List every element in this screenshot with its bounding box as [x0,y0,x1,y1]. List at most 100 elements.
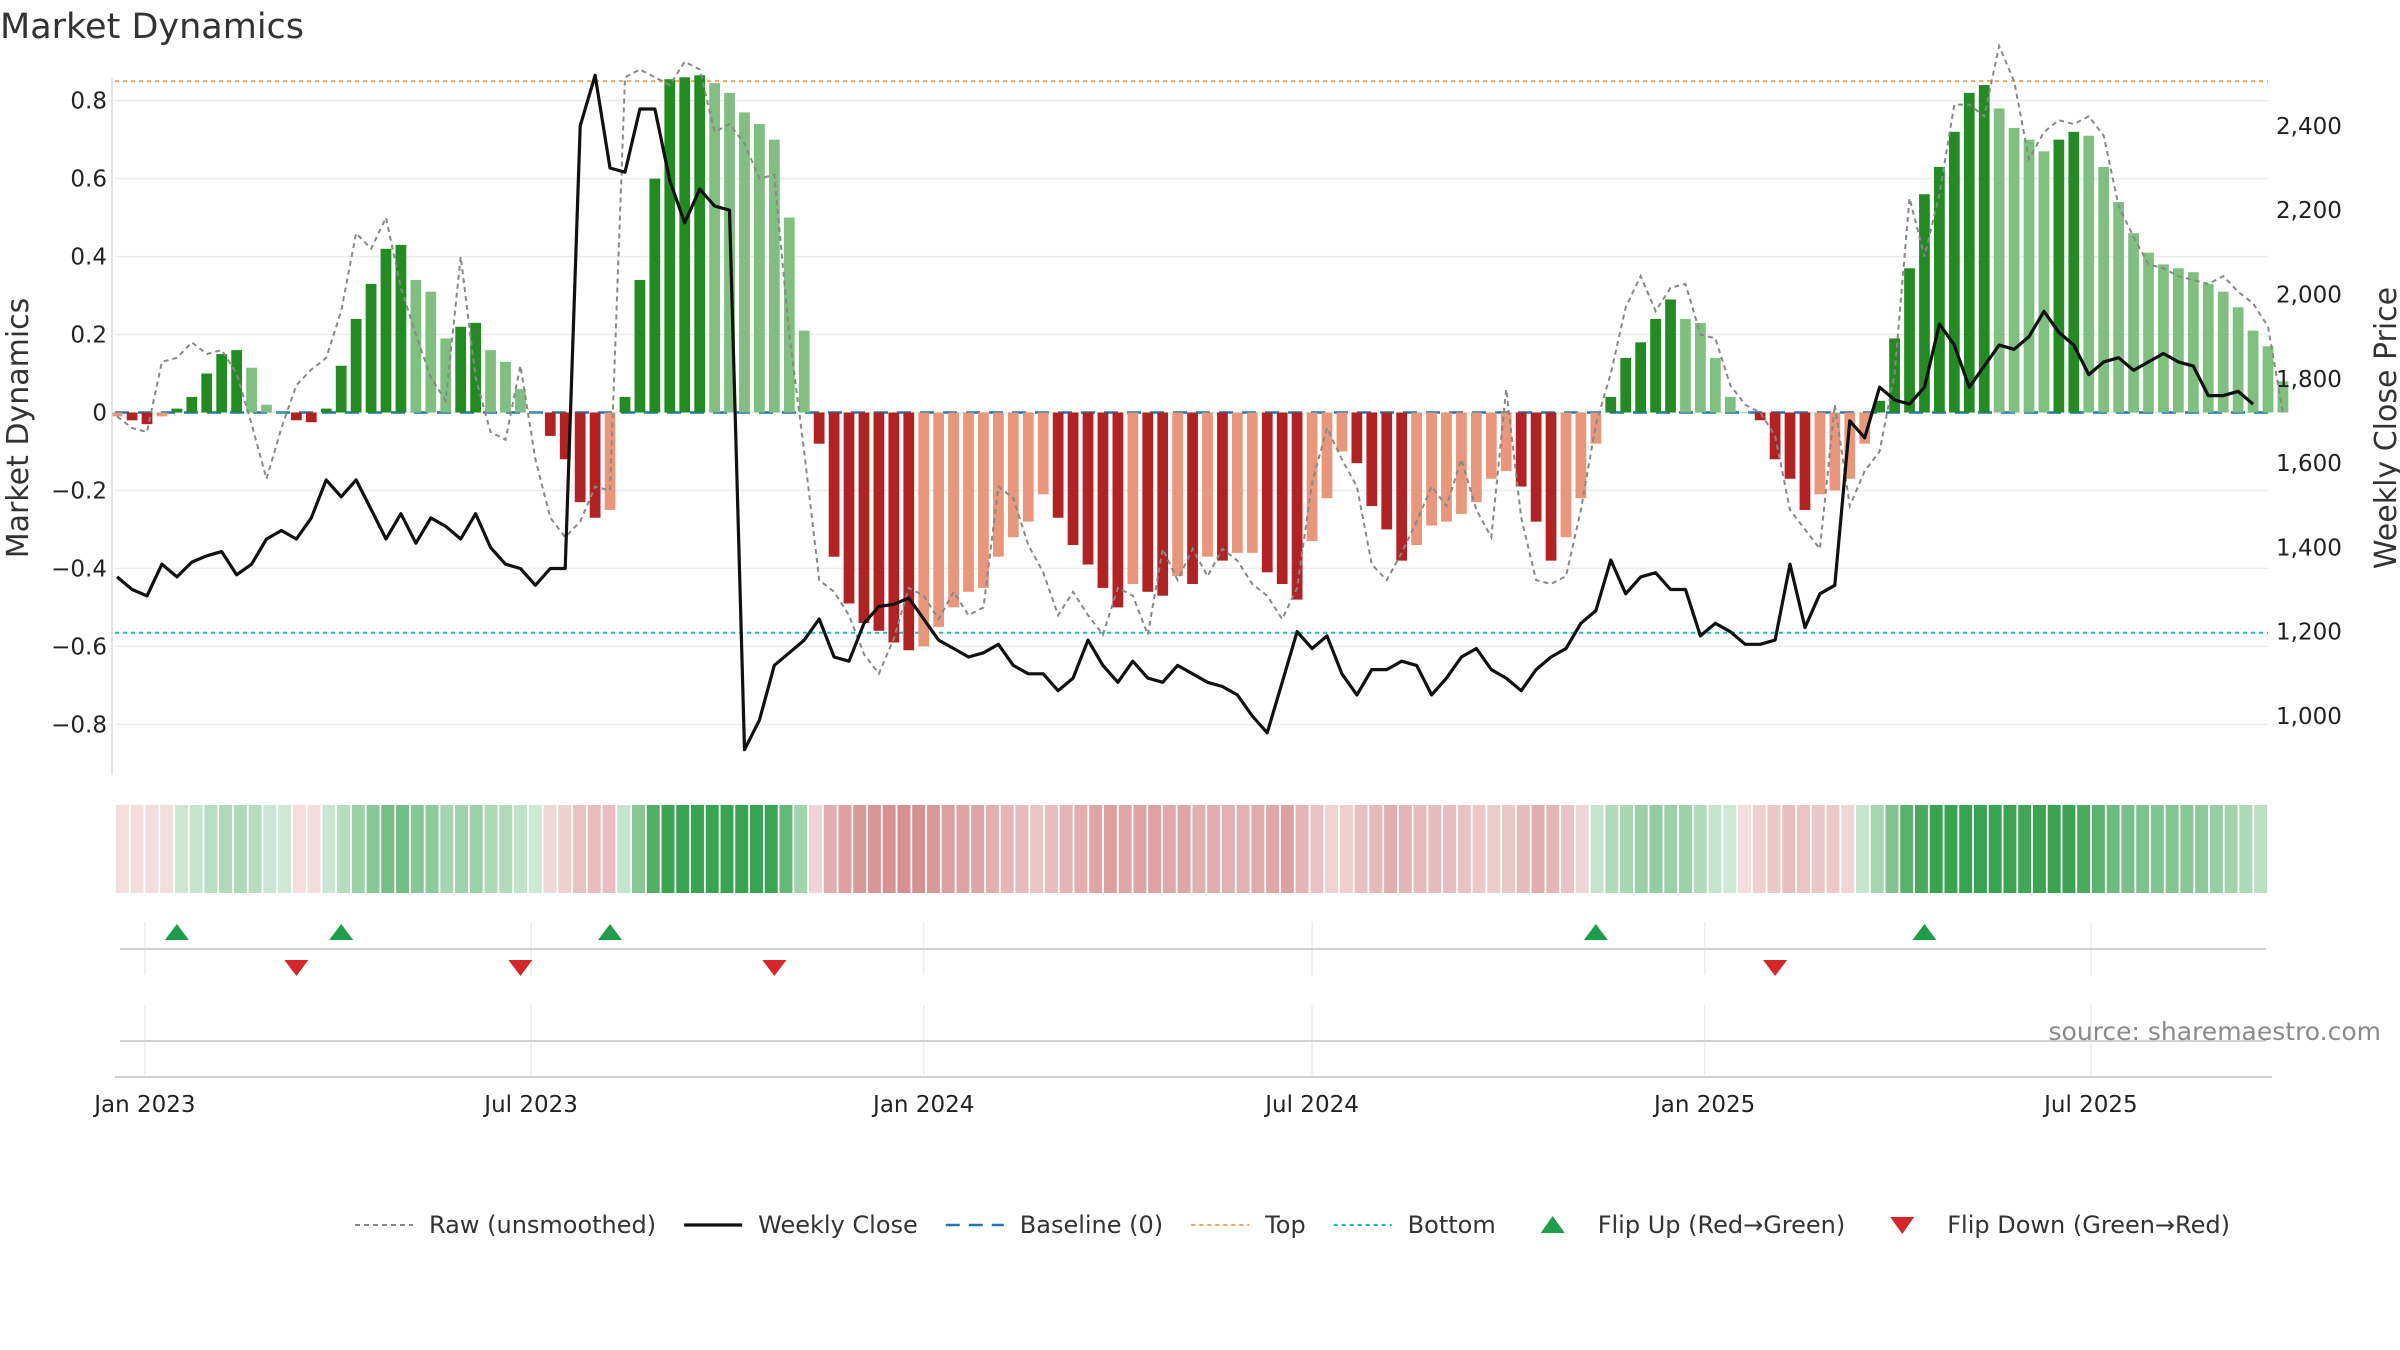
y-left-tick-label: 0.6 [70,167,107,193]
x-tick-label: Jan 2024 [871,1092,974,1118]
bar [903,412,915,651]
y-right-tick-label: 1,800 [2276,367,2342,393]
bar [1112,412,1124,608]
flip-up-marker [598,924,623,940]
bar [978,412,989,588]
y-right-tick-label: 2,000 [2276,282,2342,308]
flip-up-marker [329,924,354,940]
heat-cell [646,805,660,893]
bar [2187,272,2199,413]
heat-cell [1103,805,1117,893]
bar [111,412,123,417]
date-axis: Jan 2023 Jul 2023 Jan 2024 Jul 2024 Jan 2025… [92,1076,2272,1118]
heat-cell [1811,805,1825,893]
bar [2083,135,2095,413]
y-left-tick-label: −0.8 [51,712,107,738]
bar [2068,131,2080,413]
bar [1978,85,1990,413]
bar [1605,396,1617,413]
bar [2277,381,2289,413]
heat-cell [912,805,926,893]
bar [1381,412,1393,530]
bar-series [111,75,2289,651]
heat-cell [1870,805,1884,893]
heat-cell [366,805,380,893]
bar [1246,412,1258,553]
x-tick-label: Jul 2025 [2042,1092,2138,1118]
bar [1665,299,1676,413]
legend-item-flip-down: Flip Down (Green→Red) [1890,1211,2230,1239]
bar [1426,412,1437,526]
heat-cell [750,805,763,893]
heat-cell [1605,805,1619,893]
bar [1919,194,1930,413]
bar [993,412,1004,557]
heat-cell [1944,805,1958,893]
heat-cell [1148,805,1162,893]
heat-cell [145,805,159,893]
heat-cell [1354,805,1368,893]
bar [1769,412,1781,460]
bar [1231,412,1243,553]
legend: Raw (unsmoothed) Weekly Close Baseline (0)… [355,1211,2230,1239]
legend-item-raw: Raw (unsmoothed) [355,1211,656,1239]
bar [1157,412,1169,596]
heat-cell [115,805,129,893]
bar [1217,412,1228,561]
bar [126,412,138,421]
bar [619,396,631,413]
heat-cell [2062,805,2076,893]
bar [1829,412,1841,491]
bar [783,217,795,413]
heat-cell [2254,805,2268,893]
bar [1784,412,1796,479]
raw-series [116,42,2284,676]
bar [171,408,183,413]
bar [1037,412,1049,495]
bar [1142,412,1154,592]
heat-cell [337,805,351,893]
heat-cell [853,805,867,893]
legend-item-top: Top [1191,1211,1306,1239]
bar [2128,233,2139,413]
heat-cell [1266,805,1280,893]
heat-cell [1030,805,1044,893]
heat-cell [779,805,793,893]
flip-panel [120,922,2266,1075]
heat-cell [1472,805,1486,893]
bar [768,139,780,413]
bar [1007,412,1019,538]
bar [888,412,900,643]
y-right-tick-label: 2,200 [2276,198,2342,224]
bar [1650,318,1661,413]
heat-cell [219,805,233,893]
heat-cell [248,805,262,893]
bar [1261,412,1273,573]
heat-cell [617,805,631,893]
bar [1859,412,1871,444]
heat-cell [691,805,704,893]
heat-cell [1841,805,1855,893]
heat-cell [543,805,557,893]
heat-cell [1767,805,1781,893]
bar [1934,166,1945,413]
bar [1470,412,1482,503]
heat-cell [1959,805,1973,893]
bar [604,412,616,510]
flip-down-marker [762,960,787,976]
legend-swatch [1540,1216,1565,1233]
heat-cell [764,805,778,893]
bar [694,75,706,413]
bar [1172,412,1184,577]
y-left-tick-label: 0 [92,401,107,427]
bar [1739,412,1751,414]
x-tick-label: Jan 2023 [92,1092,195,1118]
heat-cell [1236,805,1250,893]
heat-cell [735,805,749,893]
heat-cell [2209,805,2223,893]
bar [156,412,168,417]
heat-cell [2180,805,2194,893]
heat-cell [720,805,734,893]
flip-up-marker [1912,924,1937,940]
bar [1545,412,1557,561]
